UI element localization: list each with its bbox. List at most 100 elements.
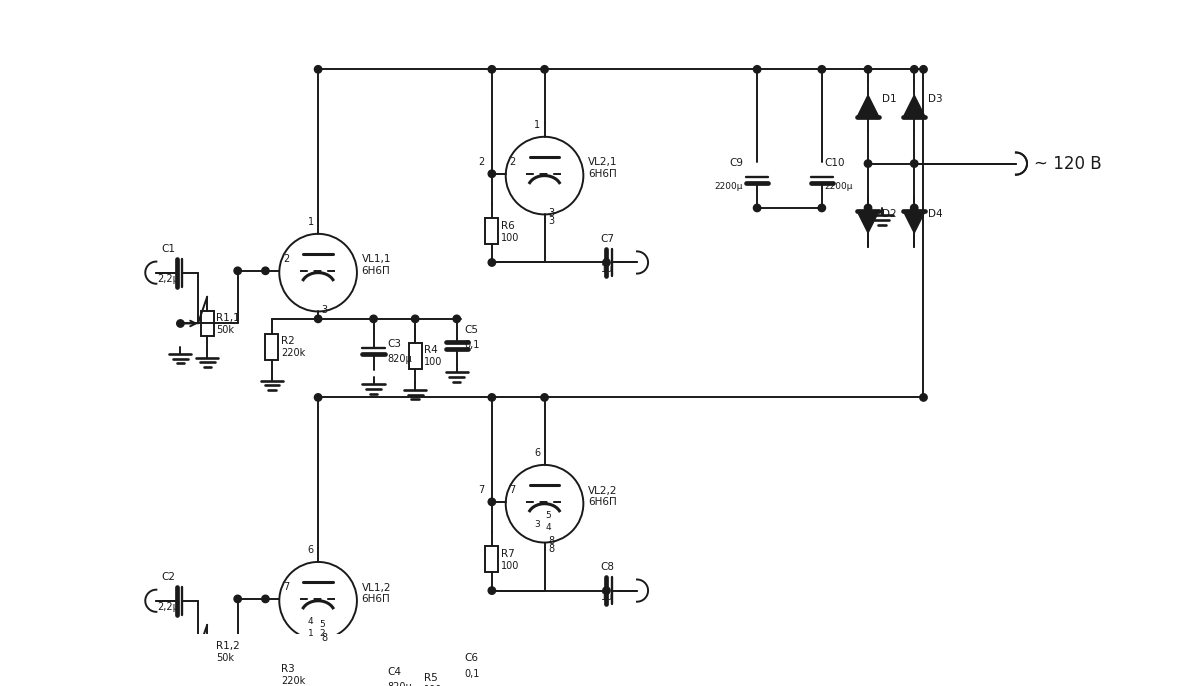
Text: 3: 3 bbox=[534, 520, 540, 529]
Circle shape bbox=[754, 204, 761, 212]
Text: D3: D3 bbox=[928, 94, 943, 104]
Circle shape bbox=[911, 160, 918, 167]
Circle shape bbox=[314, 66, 322, 73]
Text: 100: 100 bbox=[502, 560, 520, 571]
Bar bbox=[485, 218, 498, 244]
Text: R6: R6 bbox=[502, 220, 515, 230]
Text: VL1,2
6Н6П: VL1,2 6Н6П bbox=[361, 582, 391, 604]
Text: VL2,2
6Н6П: VL2,2 6Н6П bbox=[588, 486, 618, 507]
Text: 2: 2 bbox=[319, 629, 325, 638]
Circle shape bbox=[754, 66, 761, 73]
Circle shape bbox=[911, 204, 918, 212]
Circle shape bbox=[262, 267, 269, 274]
Text: 820μ: 820μ bbox=[388, 353, 412, 364]
Circle shape bbox=[454, 643, 461, 650]
Text: 2: 2 bbox=[283, 254, 289, 263]
Text: D1: D1 bbox=[882, 94, 896, 104]
Text: 1: 1 bbox=[307, 217, 313, 226]
Text: 2200μ: 2200μ bbox=[824, 182, 853, 191]
Text: 8: 8 bbox=[322, 633, 328, 643]
Text: 3: 3 bbox=[548, 209, 554, 218]
Circle shape bbox=[488, 394, 496, 401]
Circle shape bbox=[488, 66, 496, 73]
Text: 220k: 220k bbox=[281, 348, 305, 358]
Bar bbox=[265, 662, 278, 686]
Text: C9: C9 bbox=[730, 158, 743, 168]
Text: C4: C4 bbox=[388, 667, 402, 677]
Text: 50k: 50k bbox=[216, 653, 234, 663]
Polygon shape bbox=[904, 211, 925, 233]
Circle shape bbox=[234, 595, 241, 602]
Text: C8: C8 bbox=[600, 563, 614, 572]
Circle shape bbox=[234, 267, 241, 274]
Text: 7: 7 bbox=[479, 484, 485, 495]
Bar bbox=[409, 671, 421, 686]
Circle shape bbox=[864, 204, 871, 212]
Circle shape bbox=[412, 315, 419, 322]
Bar bbox=[265, 333, 278, 359]
Text: C1: C1 bbox=[161, 244, 175, 255]
Circle shape bbox=[818, 204, 826, 212]
Text: C2: C2 bbox=[161, 572, 175, 582]
Text: 2,2μ: 2,2μ bbox=[157, 274, 179, 284]
Circle shape bbox=[488, 498, 496, 506]
Polygon shape bbox=[904, 95, 925, 117]
Bar bbox=[200, 639, 214, 665]
Circle shape bbox=[602, 259, 610, 266]
Text: 1: 1 bbox=[308, 629, 313, 638]
Text: 4: 4 bbox=[546, 523, 551, 532]
Text: C10: C10 bbox=[824, 158, 845, 168]
Text: 2,2μ: 2,2μ bbox=[157, 602, 179, 612]
Text: R4: R4 bbox=[425, 345, 438, 355]
Text: 7: 7 bbox=[283, 582, 289, 591]
Text: 2: 2 bbox=[510, 156, 516, 167]
Circle shape bbox=[541, 394, 548, 401]
Text: 5: 5 bbox=[545, 510, 551, 519]
Bar bbox=[485, 546, 498, 572]
Circle shape bbox=[919, 394, 928, 401]
Text: 0,1: 0,1 bbox=[464, 340, 480, 351]
Text: 1: 1 bbox=[534, 119, 540, 130]
Polygon shape bbox=[857, 95, 880, 117]
Circle shape bbox=[314, 643, 322, 650]
Text: 4: 4 bbox=[308, 617, 313, 626]
Text: 2: 2 bbox=[479, 156, 485, 167]
Text: VL2,1
6Н6П: VL2,1 6Н6П bbox=[588, 157, 618, 179]
Text: R1,2: R1,2 bbox=[216, 641, 240, 651]
Text: 7: 7 bbox=[510, 484, 516, 495]
Text: ~ 120 В: ~ 120 В bbox=[1034, 154, 1102, 173]
Text: R1,1: R1,1 bbox=[216, 313, 240, 323]
Circle shape bbox=[176, 648, 184, 655]
Text: 0,1: 0,1 bbox=[464, 669, 480, 678]
Text: R3: R3 bbox=[281, 664, 295, 674]
Circle shape bbox=[488, 259, 496, 266]
Text: 1μ: 1μ bbox=[601, 263, 613, 274]
Text: 50k: 50k bbox=[216, 325, 234, 335]
Text: 820μ: 820μ bbox=[388, 682, 412, 686]
Text: 100: 100 bbox=[425, 357, 443, 367]
Circle shape bbox=[370, 315, 377, 322]
Text: 8: 8 bbox=[548, 536, 554, 546]
Text: D2: D2 bbox=[882, 209, 896, 220]
Circle shape bbox=[314, 315, 322, 322]
Circle shape bbox=[488, 587, 496, 594]
Circle shape bbox=[454, 315, 461, 322]
Polygon shape bbox=[857, 211, 880, 233]
Circle shape bbox=[602, 587, 610, 594]
Circle shape bbox=[818, 66, 826, 73]
Circle shape bbox=[176, 320, 184, 327]
Text: 6: 6 bbox=[534, 448, 540, 458]
Text: 1μ: 1μ bbox=[601, 592, 613, 602]
Text: D4: D4 bbox=[928, 209, 943, 220]
Text: C3: C3 bbox=[388, 339, 402, 348]
Text: R2: R2 bbox=[281, 336, 295, 346]
Text: 3: 3 bbox=[322, 305, 328, 316]
Circle shape bbox=[864, 66, 871, 73]
Circle shape bbox=[488, 170, 496, 178]
Circle shape bbox=[864, 160, 871, 167]
Text: R5: R5 bbox=[425, 674, 438, 683]
Circle shape bbox=[919, 66, 928, 73]
Circle shape bbox=[262, 595, 269, 602]
Text: 220k: 220k bbox=[281, 676, 305, 686]
Circle shape bbox=[314, 394, 322, 401]
